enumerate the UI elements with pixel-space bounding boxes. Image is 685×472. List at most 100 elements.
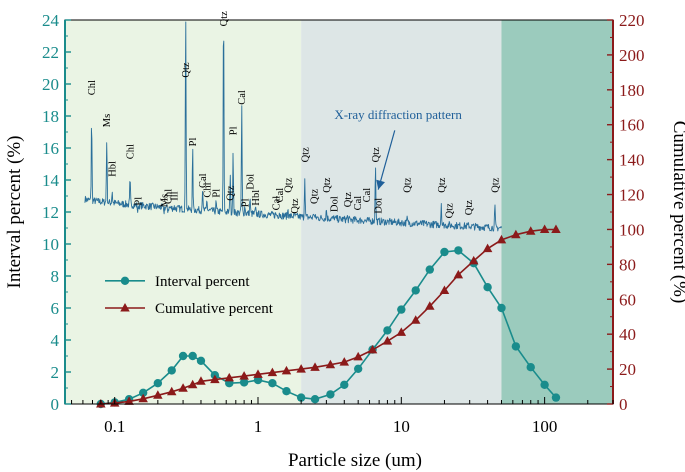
- cumulative-percent-point: [138, 393, 148, 403]
- left-y-tick-label: 4: [51, 331, 60, 350]
- xrd-peak-label: Qtz: [403, 177, 414, 193]
- xrd-peak-label: Pl: [188, 138, 199, 147]
- xrd-peak-label: Qtz: [343, 192, 354, 208]
- legend: Interval percent Cumulative percent: [105, 274, 274, 317]
- cumulative-percent-point: [439, 285, 450, 295]
- xrd-peak-label: Qtz: [371, 147, 382, 163]
- region-silt: [301, 20, 502, 404]
- legend-cumulative-marker: [120, 303, 130, 312]
- left-y-tick-label: 20: [42, 75, 59, 94]
- xrd-arrow-shaft: [377, 130, 396, 190]
- xrd-annotation-label: X-ray diffraction pattern: [334, 107, 462, 122]
- interval-percent-point: [353, 364, 363, 373]
- interval-percent-point: [483, 283, 492, 292]
- interval-percent-point: [340, 380, 349, 389]
- xrd-peak-label: Pl: [212, 189, 223, 198]
- legend-cumulative-label: Cumulative percent: [155, 301, 274, 317]
- cumulative-percent-point: [187, 379, 198, 389]
- xrd-peak-label: Cal: [271, 196, 282, 211]
- xrd-peak-label: Qtz: [309, 189, 320, 205]
- xrd-peak-label: Qtz: [437, 177, 448, 193]
- cumulative-percent-point: [551, 224, 561, 233]
- xrd-peak-label: Pl: [240, 198, 251, 207]
- right-y-tick-label: 200: [619, 46, 645, 65]
- xrd-peak-label: Chl: [87, 80, 98, 95]
- left-y-tick-label: 0: [51, 395, 60, 414]
- cumulative-percent-point: [253, 369, 263, 378]
- xrd-peak-label: Cal: [237, 90, 248, 105]
- xrd-peak-label: Hbl: [251, 190, 262, 206]
- cumulative-percent-point: [482, 243, 493, 253]
- left-y-tick-label: 24: [42, 11, 60, 30]
- interval-percent-point: [253, 375, 263, 385]
- interval-percent-line: [100, 249, 557, 405]
- interval-percent-point: [440, 247, 449, 257]
- right-y-tick-label: 180: [619, 81, 645, 100]
- xrd-arrow-head: [376, 179, 385, 190]
- cumulative-percent-point: [425, 301, 435, 310]
- xrd-peak-label: Qtz: [284, 177, 295, 193]
- left-y-axis-title: Interval percent (%): [4, 136, 25, 289]
- xrd-peak-label: Qtz: [445, 203, 456, 219]
- interval-percent-point: [268, 379, 277, 388]
- xrd-peak-label: Chl: [202, 182, 213, 197]
- cumulative-percent-point: [325, 359, 336, 369]
- cumulative-percent-point: [396, 327, 407, 336]
- interval-percent-point: [383, 326, 392, 335]
- legend-interval-marker: [120, 276, 130, 285]
- x-tick-label: 100: [532, 417, 558, 436]
- interval-percent-point: [296, 393, 306, 402]
- cumulative-percent-point: [224, 372, 235, 382]
- right-y-tick-label: 0: [619, 395, 628, 414]
- xrd-peak-label: Qtz: [219, 11, 230, 27]
- xrd-peak-label: Qtz: [181, 62, 192, 78]
- cumulative-percent-point: [178, 383, 188, 392]
- xrd-trace: [84, 21, 502, 232]
- left-y-tick-label: 14: [42, 171, 60, 190]
- interval-percent-point: [188, 351, 197, 361]
- xrd-peak-label: Dol: [374, 198, 385, 214]
- xrd-peak-label: Qtz: [226, 185, 237, 201]
- left-y-tick-label: 2: [51, 363, 60, 382]
- right-y-tick-label: 140: [619, 151, 645, 170]
- cumulative-percent-point: [239, 371, 249, 380]
- xrd-peak-label: Hbl: [108, 161, 119, 177]
- xrd-peak-label: Cal: [198, 173, 209, 188]
- axes-layer: 0246810121416182022240204060801001201401…: [42, 11, 645, 436]
- interval-percent-point: [511, 342, 521, 351]
- xrd-peak-label: Dol: [246, 174, 257, 190]
- cumulative-percent-point: [267, 367, 278, 377]
- xrd-peak-label: Ms: [102, 114, 113, 127]
- cumulative-percent-point: [453, 269, 464, 279]
- cumulative-percent-point: [539, 224, 550, 233]
- x-axis-title: Particle size (um): [288, 450, 422, 471]
- xrd-peak-label: Ill: [170, 191, 181, 200]
- left-y-tick-label: 16: [42, 139, 59, 158]
- xrd-peak-label: Pl: [133, 197, 144, 206]
- xrd-peak-label: Chl: [126, 144, 137, 159]
- x-tick-label: 1: [254, 417, 263, 436]
- cumulative-percent-point: [525, 226, 536, 235]
- cumulative-percent-point: [353, 351, 363, 361]
- cumulative-percent-point: [166, 386, 177, 396]
- left-y-tick-label: 10: [42, 235, 59, 254]
- left-y-tick-label: 12: [42, 203, 59, 222]
- interval-percent-point: [153, 379, 163, 388]
- left-y-tick-label: 6: [51, 299, 60, 318]
- legend-interval-label: Interval percent: [155, 274, 250, 290]
- cumulative-percent-point: [339, 357, 350, 366]
- interval-percent-point: [454, 246, 463, 255]
- xrd-peak-label: Qtz: [322, 177, 333, 193]
- xrd-peak-label: Pl: [229, 126, 240, 135]
- cumulative-percent-point: [210, 374, 220, 384]
- xrd-peak-label: Cal: [362, 188, 373, 203]
- series-layer: [96, 224, 561, 409]
- interval-percent-point: [196, 356, 206, 365]
- xrd-peak-label: Dol: [330, 196, 341, 212]
- cumulative-percent-point: [367, 344, 378, 354]
- right-y-tick-label: 220: [619, 11, 645, 30]
- interval-percent-point: [167, 366, 176, 375]
- xrd-peak-label: Qtz: [290, 198, 301, 214]
- left-y-tick-label: 22: [42, 43, 59, 62]
